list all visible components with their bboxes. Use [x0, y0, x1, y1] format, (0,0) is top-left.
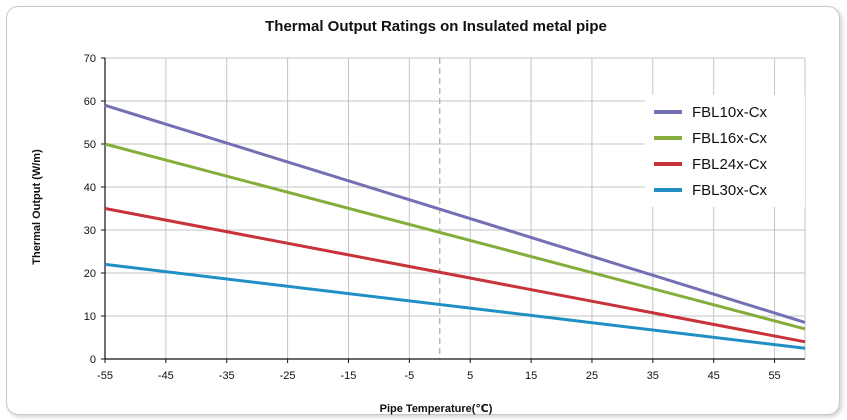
- x-tick-label: -15: [341, 370, 357, 382]
- chart-title: Thermal Output Ratings on Insulated meta…: [265, 18, 607, 35]
- y-tick-label: 50: [84, 139, 96, 151]
- series-line-fbl24x-cx: [104, 207, 806, 344]
- y-tick-label: 20: [84, 268, 96, 280]
- series-lines: [104, 103, 806, 350]
- series-line-fbl16x-cx: [104, 142, 806, 331]
- legend-label: FBL10x-Cx: [692, 104, 768, 121]
- x-tick-label: 25: [586, 370, 598, 382]
- y-tick-label: 70: [84, 53, 96, 65]
- legend: FBL10x-Cx FBL16x-Cx FBL24x-Cx FBL30x-Cx: [645, 95, 805, 207]
- x-tick-label: -55: [97, 370, 113, 382]
- x-tick-label: -35: [219, 370, 235, 382]
- legend-label: FBL24x-Cx: [692, 156, 768, 173]
- x-tick-label: -45: [158, 370, 174, 382]
- y-axis-title: Thermal Output (W/m): [31, 149, 43, 265]
- x-tick-label: 45: [708, 370, 720, 382]
- x-tick-labels: -55 -45 -35 -25 -15 -5 5 15 25 35 45 55: [97, 370, 781, 382]
- x-tick-label: 15: [525, 370, 537, 382]
- x-axis-title: Pipe Temperature(℃): [380, 403, 493, 415]
- y-tick-label: 30: [84, 225, 96, 237]
- x-tick-label: -5: [404, 370, 414, 382]
- x-tick-label: 55: [768, 370, 780, 382]
- series-line-fbl30x-cx: [104, 262, 806, 350]
- y-tick-label: 10: [84, 311, 96, 323]
- x-tick-label: 35: [647, 370, 659, 382]
- x-tick-label: 5: [467, 370, 473, 382]
- y-tick-label: 0: [90, 354, 96, 366]
- chart-frame: [6, 6, 840, 415]
- legend-label: FBL16x-Cx: [692, 130, 768, 147]
- y-tick-label: 40: [84, 182, 96, 194]
- series-line-fbl10x-cx: [104, 103, 806, 324]
- y-tick-labels: 0 10 20 30 40 50 60 70: [84, 53, 96, 366]
- x-tick-label: -25: [280, 370, 296, 382]
- legend-label: FBL30x-Cx: [692, 182, 768, 199]
- y-tick-label: 60: [84, 96, 96, 108]
